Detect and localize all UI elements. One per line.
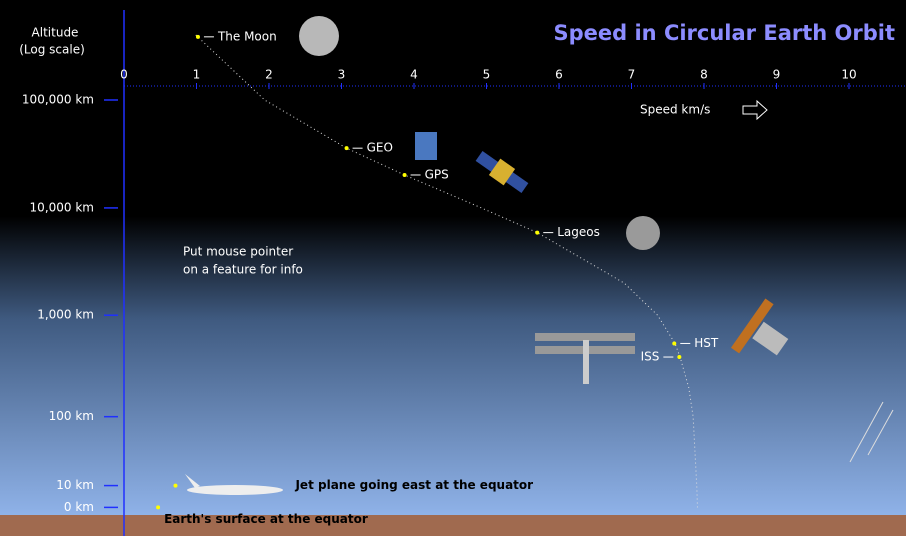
data-point[interactable] xyxy=(403,173,407,177)
y-tick-label: 0 km xyxy=(64,500,94,514)
y-axis-title: Altitude xyxy=(32,26,79,40)
x-tick-label: 6 xyxy=(555,68,563,82)
chart-title: Speed in Circular Earth Orbit xyxy=(554,21,896,45)
sky xyxy=(0,0,906,515)
x-tick-label: 8 xyxy=(700,68,708,82)
point-label[interactable]: Jet plane going east at the equator xyxy=(294,478,533,492)
data-point[interactable] xyxy=(156,505,160,509)
y-tick-label: 1,000 km xyxy=(37,308,94,322)
x-tick-label: 5 xyxy=(483,68,491,82)
point-label[interactable]: ISS xyxy=(641,350,660,364)
point-label[interactable]: Lageos xyxy=(557,225,600,239)
y-tick-label: 100 km xyxy=(49,409,94,423)
x-axis-title: Speed km/s xyxy=(640,103,710,117)
point-label[interactable]: Earth's surface at the equator xyxy=(164,512,368,526)
point-label[interactable]: GPS xyxy=(425,167,449,181)
data-point[interactable] xyxy=(535,231,539,235)
note: on a feature for info xyxy=(183,263,303,277)
geo-satellite-image[interactable] xyxy=(415,132,437,160)
x-tick-label: 1 xyxy=(193,68,201,82)
note: Put mouse pointer xyxy=(183,245,293,259)
ground xyxy=(0,515,906,536)
data-point[interactable] xyxy=(196,35,200,39)
y-tick-label: 10 km xyxy=(56,478,94,492)
x-tick-label: 10 xyxy=(841,68,856,82)
x-tick-label: 2 xyxy=(265,68,273,82)
y-tick-label: 10,000 km xyxy=(30,200,94,214)
data-point[interactable] xyxy=(345,146,349,150)
point-label[interactable]: The Moon xyxy=(217,29,277,43)
data-point[interactable] xyxy=(672,341,676,345)
data-point[interactable] xyxy=(677,355,681,359)
y-tick-label: 100,000 km xyxy=(22,92,94,106)
x-tick-label: 3 xyxy=(338,68,346,82)
chart: Speed in Circular Earth Orbit Altitude (… xyxy=(0,0,906,536)
point-label[interactable]: HST xyxy=(694,336,719,350)
moon-image[interactable] xyxy=(299,16,339,56)
x-tick-label: 9 xyxy=(773,68,781,82)
point-label[interactable]: GEO xyxy=(367,141,393,155)
y-axis-title: (Log scale) xyxy=(19,43,85,57)
x-tick-label: 0 xyxy=(120,68,128,82)
data-point[interactable] xyxy=(173,484,177,488)
x-tick-label: 4 xyxy=(410,68,418,82)
lageos-image[interactable] xyxy=(626,216,660,250)
x-tick-label: 7 xyxy=(628,68,636,82)
